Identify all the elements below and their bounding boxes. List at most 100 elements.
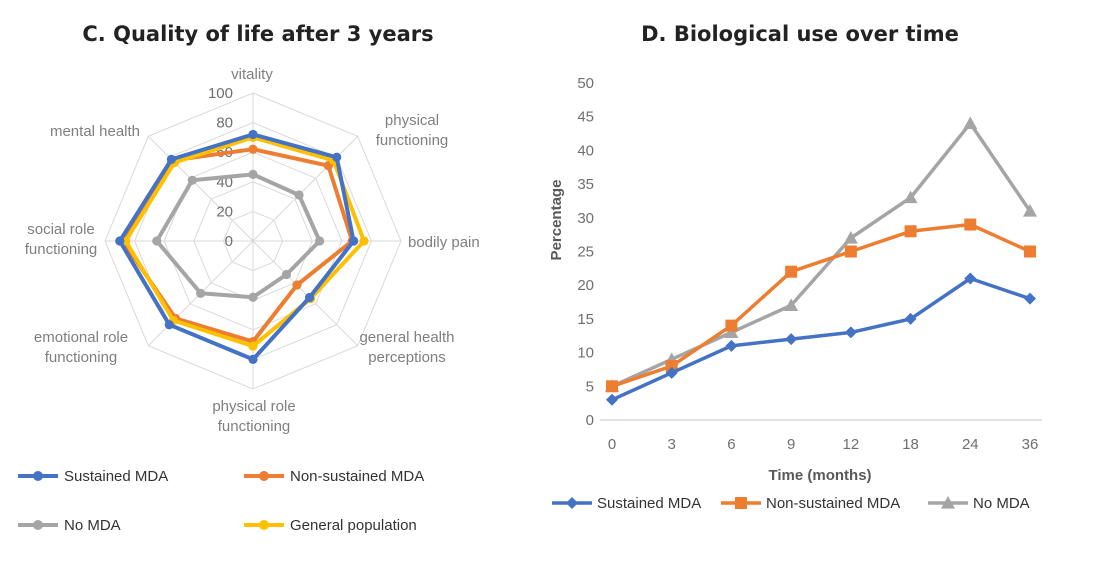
radar-series [115,129,369,364]
line-y-tick-label: 25 [577,244,594,261]
radar-point-sustained-mda [248,129,258,140]
line-y-tick-label: 50 [577,75,594,92]
radar-legend-label: Sustained MDA [64,468,168,485]
radar-axis-label-physical-functioning: physical [385,112,439,129]
line-x-tick-label: 3 [668,436,676,453]
radar-point-no-mda [196,288,206,298]
line-y-axis-title: Percentage [548,180,565,261]
line-point-no-mda [963,116,978,130]
radar-legend-item-sustained-mda: Sustained MDA [18,468,168,485]
line-x-tick-label: 9 [787,436,795,453]
radar-tick-label: 80 [216,115,233,132]
line-point-non-sustained-mda [1024,245,1036,258]
line-point-sustained-mda [844,326,857,339]
line-x-tick-label: 36 [1022,436,1039,453]
line-legend-marker [735,497,747,509]
radar-legend-marker [33,471,43,481]
radar-point-sustained-mda [166,154,176,164]
radar-tick-label: 0 [225,233,233,250]
line-y-tick-label: 15 [577,311,594,328]
line-legend-marker [941,496,955,509]
radar-point-sustained-mda [304,292,315,303]
radar-point-no-mda [315,236,325,246]
radar-spoke [147,135,254,242]
radar-legend-marker [259,471,269,481]
line-y-tick-labels: 0 5 10 15 20 25 30 35 40 45 50 [577,75,594,429]
line-legend-item-non-sustained-mda: Non-sustained MDA [721,495,900,512]
radar-point-sustained-mda [248,354,258,364]
radar-legend-item-no-mda: No MDA [18,517,121,534]
radar-legend-label: No MDA [64,517,121,534]
line-y-tick-label: 30 [577,210,594,227]
radar-point-no-mda [248,292,258,302]
radar-point-sustained-mda [332,152,342,162]
line-legend-label: No MDA [973,495,1030,512]
line-legend-item-no-mda: No MDA [928,495,1030,512]
line-series-non-sustained-mda [606,218,1036,393]
line-legend-marker [566,497,578,509]
radar-legend-marker [259,520,269,530]
radar-axis-label-vitality: vitality [231,66,273,83]
radar-axis-label-general-health-perceptions: general health [359,329,454,346]
line-point-sustained-mda [1024,292,1036,305]
radar-axis-label-physical-role-functioning: physical role [212,398,295,415]
line-point-non-sustained-mda [725,319,738,332]
radar-axis-label-mental-health: mental health [50,123,140,140]
line-x-tick-label: 0 [608,436,616,453]
radar-axis-labels: vitality physical functioning bodily pain ge… [25,66,480,435]
radar-legend-label: Non-sustained MDA [290,468,424,485]
radar-axis-label-physical-functioning: functioning [376,132,449,149]
radar-point-no-mda [152,236,162,246]
line-series-no-mda [605,116,1037,392]
line-x-tick-label: 6 [727,436,735,453]
radar-point-sustained-mda [164,320,174,330]
line-point-sustained-mda [725,339,738,352]
line-point-sustained-mda [606,393,618,406]
radar-legend-item-general-population: General population [244,517,417,534]
line-point-no-mda [784,298,799,312]
radar-point-general-population [248,341,258,351]
line-series [605,116,1037,406]
line-x-axis-title: Time (months) [768,467,871,484]
line-y-tick-label: 40 [577,142,594,159]
radar-axis-label-social-role-functioning: functioning [25,241,98,258]
line-point-no-mda [1023,204,1037,217]
radar-legend: Sustained MDA Non-sustained MDA No MDA Gene… [18,468,424,534]
radar-point-non-sustained-mda [248,144,258,154]
radar-point-non-sustained-mda [292,280,302,290]
line-point-sustained-mda [785,333,798,346]
radar-point-sustained-mda [349,236,359,246]
line-legend-label: Sustained MDA [597,495,701,512]
radar-axis-label-bodily-pain: bodily pain [408,234,480,251]
line-point-non-sustained-mda [964,218,977,231]
line-y-tick-label: 5 [586,378,594,395]
radar-tick-label: 100 [208,85,233,102]
radar-series-no-mda [152,169,325,302]
radar-line-sustained-mda [117,132,356,362]
line-point-no-mda [724,325,739,338]
radar-legend-item-non-sustained-mda: Non-sustained MDA [244,468,424,485]
line-chart: D. Biological use over time 051015202530… [548,22,1042,512]
line-y-tick-label: 10 [577,345,594,362]
line-x-tick-labels: 0 3 6 9 12 18 24 36 [608,436,1039,453]
radar-chart: C. Quality of life after 3 years 0204060… [18,22,480,534]
radar-tick-label: 20 [216,203,233,220]
radar-legend-label: General population [290,517,417,534]
radar-axis-label-social-role-functioning: social role [27,221,95,238]
radar-point-no-mda [187,175,197,185]
line-legend-item-sustained-mda: Sustained MDA [552,495,701,512]
line-y-tick-label: 45 [577,109,594,126]
line-path-sustained-mda [611,276,1031,402]
line-legend-label: Non-sustained MDA [766,495,900,512]
line-point-non-sustained-mda [844,245,857,258]
line-y-tick-label: 0 [586,412,594,429]
line-title: D. Biological use over time [641,22,959,46]
line-y-tick-label: 35 [577,176,594,193]
radar-axis-label-emotional-role-functioning: emotional role [34,329,128,346]
line-point-sustained-mda [964,272,977,285]
line-point-non-sustained-mda [785,265,798,278]
line-point-non-sustained-mda [665,360,678,373]
